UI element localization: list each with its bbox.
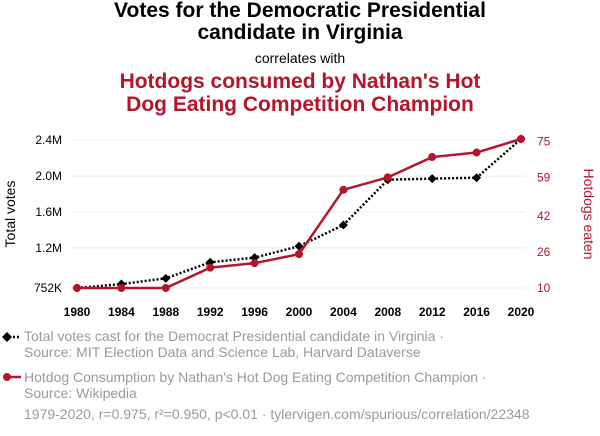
legend-hotdogs-line1: Hotdog Consumption by Nathan's Hot Dog E… [24,369,487,385]
votes-line [76,138,522,290]
left-axis-ticks: 752K 1.2M 1.6M 2.0M 2.4M [34,133,62,295]
x-tick-label: 1996 [241,305,268,319]
left-tick-label: 2.4M [35,133,62,147]
votes-point [338,220,348,230]
legend-votes-marker [2,332,12,342]
votes-point [427,174,437,184]
x-tick-label: 1980 [64,305,91,319]
votes-point [472,173,482,183]
title2-line-1: Hotdogs consumed by Nathan's Hot [119,70,481,93]
x-tick-label: 2004 [330,305,357,319]
hotdogs-point [161,284,170,292]
legend-item-hotdogs: Hotdog Consumption by Nathan's Hot Dog E… [24,369,487,401]
x-tick-label: 1988 [152,305,179,319]
legend-hotdogs-line2: Source: Wikipedia [24,385,137,401]
left-tick-label: 2.0M [35,169,62,183]
hotdogs-point [339,185,348,194]
right-tick-label: 10 [537,281,551,295]
hotdogs-point [73,284,81,292]
left-tick-label: 1.2M [35,241,62,255]
left-tick-label: 752K [34,281,62,295]
hotdogs-point [250,259,259,268]
grid-lines [72,139,526,289]
legend-votes-line2: Source: MIT Election Data and Science La… [24,344,421,360]
chart-footer: 1979-2020, r=0.975, r²=0.950, p<0.01 · t… [24,406,530,422]
series-total-votes [72,134,526,293]
title-line-2: candidate in Virginia [197,21,403,44]
legend-markers [2,332,21,381]
legend-votes-line1: Total votes cast for the Democrat Presid… [24,328,444,344]
x-tick-label: 2008 [374,305,401,319]
title2-line-2: Dog Eating Competition Champion [126,93,474,116]
votes-point [161,273,171,283]
x-tick-label: 2000 [286,305,313,319]
chart-subtitle: correlates with [254,50,346,66]
hotdogs-point [206,263,215,272]
series-hotdogs [73,135,525,292]
x-tick-label: 2020 [508,305,535,319]
x-tick-label: 1992 [197,305,224,319]
chart-title-primary: Votes for the Democratic Presidential ca… [0,0,600,44]
title-line-1: Votes for the Democratic Presidential [114,0,486,22]
left-tick-label: 1.6M [35,205,62,219]
hotdogs-point [517,135,525,143]
legend-item-votes: Total votes cast for the Democrat Presid… [24,328,444,360]
right-axis-ticks: 10 26 42 59 75 [537,134,551,295]
x-axis-ticks: 1980 1984 1988 1992 1996 2000 2004 2008 2012 2016… [64,305,535,319]
left-axis-label: Total votes [2,181,18,248]
x-tick-label: 2012 [419,305,446,319]
chart-title-secondary: Hotdogs consumed by Nathan's Hot Dog Eat… [0,70,600,116]
hotdogs-point [295,250,303,259]
hotdogs-point [117,284,126,292]
hotdogs-line [77,137,522,290]
right-tick-label: 59 [537,170,551,184]
right-tick-label: 75 [537,134,551,148]
legend-hotdogs-marker [3,373,11,381]
right-tick-label: 26 [537,245,551,259]
votes-point [294,241,304,251]
hotdogs-point [383,173,392,182]
right-axis-label: Hotdogs eaten [581,168,597,259]
x-tick-label: 1984 [108,305,135,319]
hotdogs-point [428,153,437,162]
votes-point [250,253,260,263]
x-tick-label: 2016 [463,305,490,319]
hotdogs-point [472,148,481,157]
right-tick-label: 42 [537,209,551,223]
